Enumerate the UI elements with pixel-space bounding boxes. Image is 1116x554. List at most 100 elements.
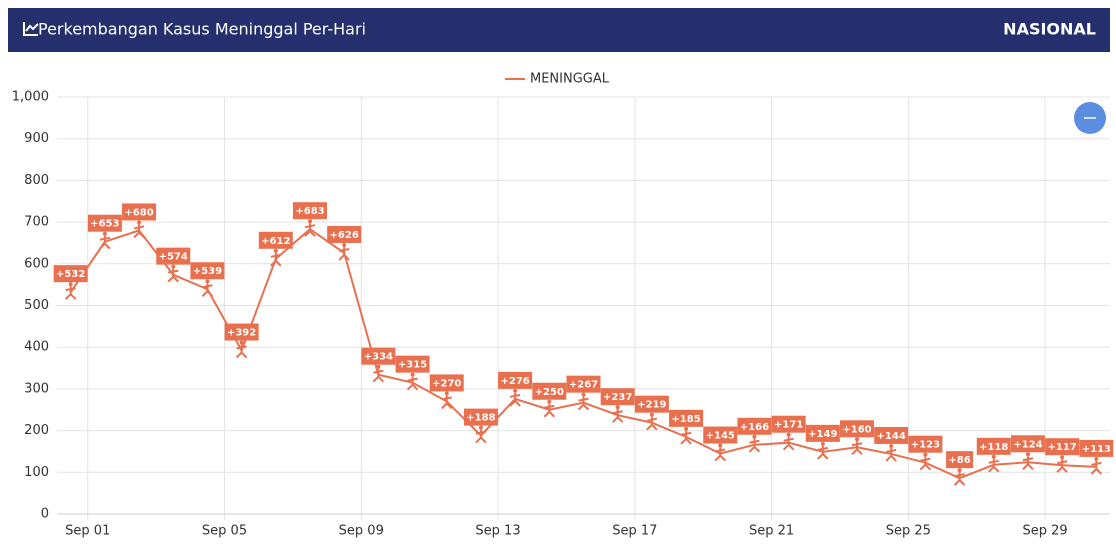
data-label: +149 [808,429,837,440]
zoom-button[interactable] [1074,102,1106,134]
label-box [463,408,498,426]
header-bar [8,8,1110,52]
marker-icon [680,430,692,445]
label-box [908,435,943,453]
marker-icon [338,246,350,261]
marker-icon [133,224,145,239]
marker-icon [611,409,624,423]
data-label: +219 [637,400,666,411]
data-label: +539 [193,266,222,277]
label-box [87,214,122,232]
marker-head [1094,456,1099,461]
label-box [224,323,259,341]
marker [475,425,487,444]
marker-head [273,248,278,253]
legend-label: MENINGGAL [530,72,610,87]
data-label: +574 [159,252,188,263]
y-tick-label: 100 [24,465,49,480]
marker-icon [167,268,179,283]
marker-head [752,434,757,439]
data-label: +123 [911,440,940,451]
marker [201,279,214,297]
marker-icon [543,403,556,418]
x-tick-label: Sep 01 [65,524,110,539]
marker [851,437,863,455]
label-box [292,202,327,220]
label-box [1045,438,1080,456]
marker [1090,456,1103,475]
data-label: +270 [432,378,461,389]
marker [714,443,726,462]
marker-head [137,220,142,225]
marker-icon [304,223,316,237]
marker [543,399,556,418]
marker-icon [646,416,658,431]
marker-head [615,405,620,410]
marker [646,412,658,431]
chart-icon [23,22,39,36]
y-tick-label: 0 [41,507,49,522]
data-label: +117 [1048,442,1077,453]
marker [782,432,795,451]
marker-icon [782,436,795,451]
label-box [634,395,669,413]
marker-icon [919,456,932,471]
data-label: +237 [603,392,632,403]
marker [235,340,248,359]
marker-head [444,391,449,396]
marker-head [889,443,894,448]
label-box [600,388,635,406]
label-box [190,262,225,280]
marker-icon [748,438,761,453]
marker-icon [99,235,111,250]
data-label: +86 [948,455,970,466]
data-label: +113 [1082,444,1111,455]
marker-head [581,392,586,397]
marker-icon [851,441,863,455]
y-tick-label: 400 [24,340,49,355]
marker [1056,455,1068,473]
label-box [805,424,840,442]
marker-head [1060,455,1065,460]
marker [441,391,453,410]
marker-icon [988,458,1000,473]
header-region: NASIONAL [1003,20,1096,39]
data-label: +315 [398,360,427,371]
marker-head [547,399,552,404]
marker-icon [714,447,726,462]
marker-head [205,279,210,284]
label-box [53,265,88,283]
x-tick-label: Sep 29 [1022,524,1067,539]
data-label: +145 [706,431,735,442]
data-label: +680 [124,207,153,218]
data-label: +166 [740,422,769,433]
label-box [566,375,601,393]
data-label: +626 [330,230,359,241]
data-label: +612 [261,236,290,247]
label-box [669,409,704,427]
label-box [395,355,430,373]
marker-icon [1022,456,1034,470]
x-tick-label: Sep 09 [339,524,384,539]
label-box [1079,439,1114,457]
marker-icon [201,283,214,297]
y-tick-label: 900 [24,131,49,146]
marker [304,219,316,237]
marker-head [478,425,483,430]
marker-head [957,468,962,473]
data-label: +683 [295,206,324,217]
label-box [327,225,362,243]
marker-head [786,432,791,437]
marker-icon [372,368,385,383]
label-box [874,426,909,444]
data-label: +276 [500,376,529,387]
label-box [946,451,974,469]
label-box [771,415,806,433]
marker [270,248,282,267]
label-box [976,437,1011,455]
data-label: +250 [535,387,564,398]
marker [406,372,419,391]
label-box [737,417,772,435]
marker-head [855,437,860,442]
marker-icon [475,429,487,444]
